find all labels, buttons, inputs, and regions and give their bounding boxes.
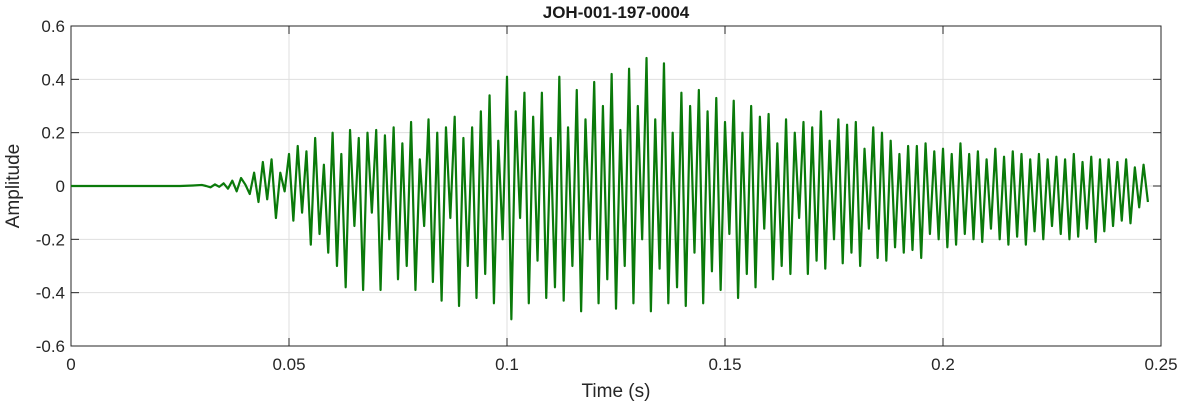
tick-labels: 0 0.05 0.1 0.15 0.2 0.25 -0.6 -0.4 -0.2 0 0.2 0.4 0.…	[36, 17, 1178, 374]
y-tick-label: 0.6	[41, 17, 65, 36]
series-line-0	[71, 56, 1150, 321]
y-tick-label: 0.4	[41, 70, 65, 89]
y-axis-label: Amplitude	[3, 144, 24, 229]
y-tick-label: -0.4	[36, 284, 65, 303]
x-tick-label: 0.2	[931, 355, 955, 374]
chart-title: JOH-001-197-0004	[543, 3, 690, 22]
y-tick-label: 0.2	[41, 124, 65, 143]
x-tick-label: 0.15	[708, 355, 741, 374]
x-tick-label: 0.1	[495, 355, 519, 374]
y-tick-label: -0.2	[36, 230, 65, 249]
x-tick-label: 0.05	[272, 355, 305, 374]
x-tick-label: 0	[66, 355, 75, 374]
y-tick-label: -0.6	[36, 337, 65, 356]
series-layer	[71, 56, 1150, 321]
x-axis-label: Time (s)	[582, 381, 651, 402]
tick-marks	[70, 25, 1162, 347]
x-tick-label: 0.25	[1144, 355, 1177, 374]
y-tick-label: 0	[56, 177, 65, 196]
